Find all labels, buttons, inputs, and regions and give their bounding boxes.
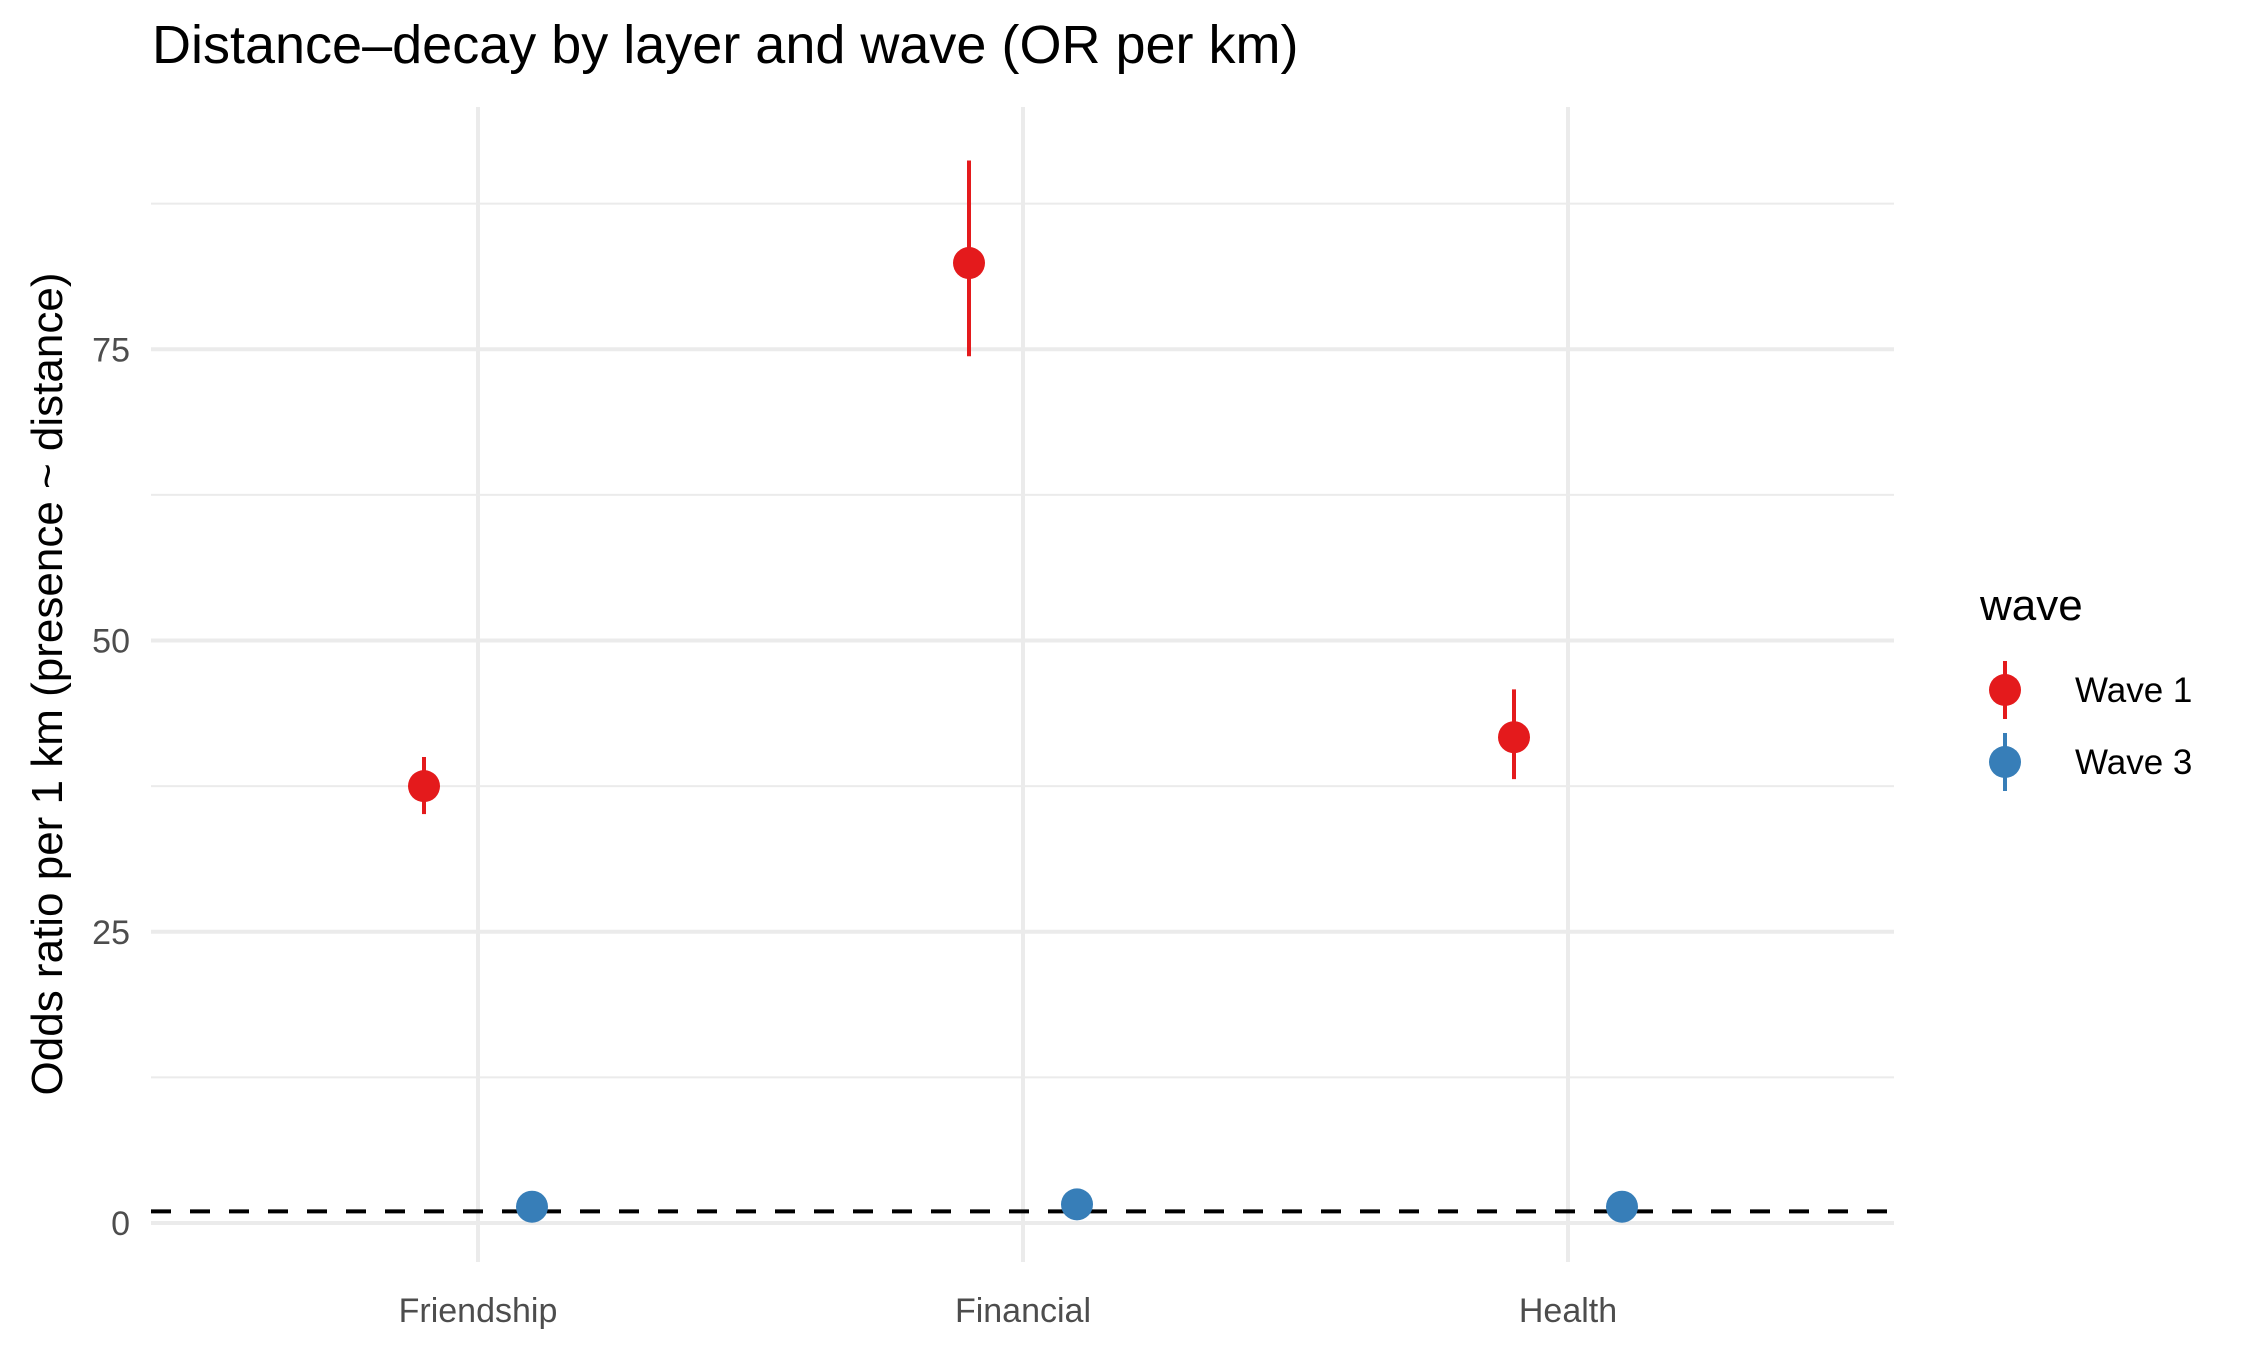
- chart-title: Distance–decay by layer and wave (OR per…: [152, 15, 1299, 75]
- y-tick-label: 0: [111, 1205, 130, 1243]
- point-range: [408, 757, 440, 815]
- legend-item: Wave 3: [1989, 733, 2192, 791]
- data-point: [516, 1190, 548, 1223]
- point-range: [1498, 689, 1530, 780]
- legend-key-point: [1989, 746, 2021, 778]
- point-range: [1061, 1188, 1093, 1221]
- legend-label: Wave 3: [2075, 743, 2192, 782]
- legend-label: Wave 1: [2075, 671, 2192, 710]
- data-point: [1498, 721, 1530, 754]
- point-range: [1606, 1190, 1638, 1223]
- x-tick-label: Financial: [955, 1292, 1091, 1330]
- x-axis-ticks: Friendship Financial Health: [399, 1292, 1618, 1330]
- legend-title: wave: [1979, 581, 2083, 630]
- y-tick-label: 50: [92, 623, 130, 661]
- data-point: [953, 247, 985, 280]
- y-axis-ticks: 0 25 50 75: [92, 331, 130, 1243]
- x-tick-label: Health: [1519, 1292, 1617, 1330]
- legend-item: Wave 1: [1989, 661, 2192, 719]
- y-tick-label: 75: [92, 331, 130, 369]
- x-tick-label: Friendship: [399, 1292, 558, 1330]
- point-range: [953, 160, 985, 357]
- data-point: [1606, 1190, 1638, 1223]
- gridlines: [151, 107, 1894, 1262]
- legend: wave Wave 1 Wave 3: [1979, 581, 2192, 791]
- point-range: [516, 1190, 548, 1223]
- data-point: [408, 770, 440, 803]
- data-point: [1061, 1188, 1093, 1221]
- legend-key-point: [1989, 674, 2021, 706]
- y-tick-label: 25: [92, 914, 130, 952]
- data-points: [408, 160, 1638, 1223]
